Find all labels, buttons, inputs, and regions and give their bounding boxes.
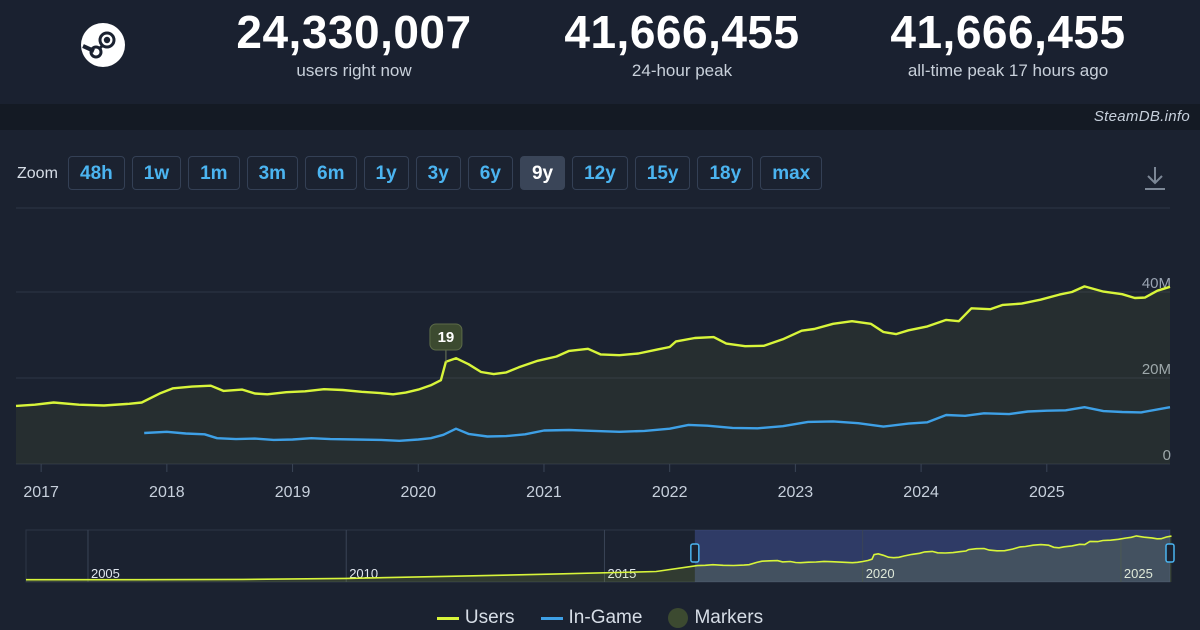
current-users-value: 24,330,007 [236, 6, 472, 58]
stats-header: 24,330,007 users right now 41,666,455 24… [0, 0, 1200, 104]
brand-watermark[interactable]: SteamDB.info [1093, 108, 1190, 125]
x-tick-label: 2017 [23, 484, 59, 501]
series-line-users [15, 285, 1171, 408]
zoom-button-1m[interactable]: 1m [188, 156, 240, 190]
legend-markers-label: Markers [694, 607, 764, 628]
navigator-handle-left[interactable] [690, 543, 700, 563]
zoom-button-3y[interactable]: 3y [415, 156, 461, 190]
zoom-label: Zoom [17, 165, 58, 182]
users-area [16, 286, 1170, 464]
navigator-line [26, 535, 1172, 581]
chart-legend: Users In-Game Markers [0, 606, 1200, 630]
zoom-button-1y[interactable]: 1y [363, 156, 409, 190]
legend-in-game-swatch [540, 616, 563, 620]
x-tick-label: 2024 [903, 484, 939, 501]
zoom-button-6m[interactable]: 6m [305, 156, 357, 190]
daily-peak-label: 24-hour peak [631, 61, 733, 80]
daily-peak-stat: 41,666,455 24-hour peak [512, 6, 852, 82]
x-tick-label: 2023 [778, 484, 814, 501]
zoom-button-48h[interactable]: 48h [68, 156, 125, 190]
navigator-selection [694, 530, 1170, 582]
all-time-peak-stat: 41,666,455 all-time peak 17 hours ago [838, 6, 1178, 82]
series-line-in-game [144, 406, 1171, 442]
legend-item-markers[interactable]: Markers [668, 606, 763, 630]
separator-strip [0, 104, 1200, 130]
legend-users-swatch [436, 616, 459, 620]
legend-item-users[interactable]: Users [436, 606, 515, 630]
navigator-tick-label: 2015 [607, 566, 636, 581]
legend-markers-swatch [668, 608, 689, 628]
daily-peak-value: 41,666,455 [564, 6, 800, 58]
zoom-button-18y[interactable]: 18y [697, 156, 754, 190]
all-time-peak-label: all-time peak 17 hours ago [907, 61, 1109, 80]
marker-label: 19 [438, 329, 455, 346]
x-tick-label: 2019 [275, 484, 311, 501]
y-tick-label: 0 [1163, 447, 1171, 464]
navigator-tick-label: 2025 [1124, 566, 1153, 581]
y-tick-label: 20M [1142, 361, 1171, 378]
legend-users-label: Users [464, 607, 515, 628]
zoom-button-15y[interactable]: 15y [634, 156, 691, 190]
zoom-button-6y[interactable]: 6y [467, 156, 513, 190]
marker-badge [429, 323, 463, 351]
download-icon[interactable] [1142, 164, 1168, 192]
navigator-handle-right[interactable] [1165, 543, 1175, 563]
navigator-tick-label: 2020 [866, 566, 895, 581]
legend-item-in-game[interactable]: In-Game [540, 606, 643, 630]
zoom-button-1w[interactable]: 1w [131, 156, 182, 190]
navigator-area [26, 535, 1172, 582]
zoom-button-12y[interactable]: 12y [572, 156, 628, 190]
current-users-stat: 24,330,007 users right now [184, 6, 524, 82]
x-tick-label: 2022 [652, 484, 688, 501]
steam-logo-icon[interactable] [80, 22, 126, 68]
x-tick-label: 2018 [149, 484, 185, 501]
current-users-label: users right now [296, 61, 412, 80]
x-tick-label: 2021 [526, 484, 562, 501]
zoom-button-3m[interactable]: 3m [246, 156, 299, 190]
x-tick-label: 2020 [400, 484, 436, 501]
all-time-peak-value: 41,666,455 [890, 6, 1126, 58]
zoom-button-max[interactable]: max [760, 156, 823, 190]
zoom-button-9y[interactable]: 9y [519, 156, 566, 190]
zoom-toolbar: Zoom 48h 1w 1m 3m 6m 1y 3y 6y 9y 12y 15y 18y max [0, 156, 1200, 192]
zoom-buttons: 48h 1w 1m 3m 6m 1y 3y 6y 9y 12y 15y 18y max [68, 156, 823, 190]
legend-in-game-label: In-Game [568, 607, 643, 628]
x-tick-label: 2025 [1029, 484, 1065, 501]
navigator-tick-label: 2005 [91, 566, 120, 581]
